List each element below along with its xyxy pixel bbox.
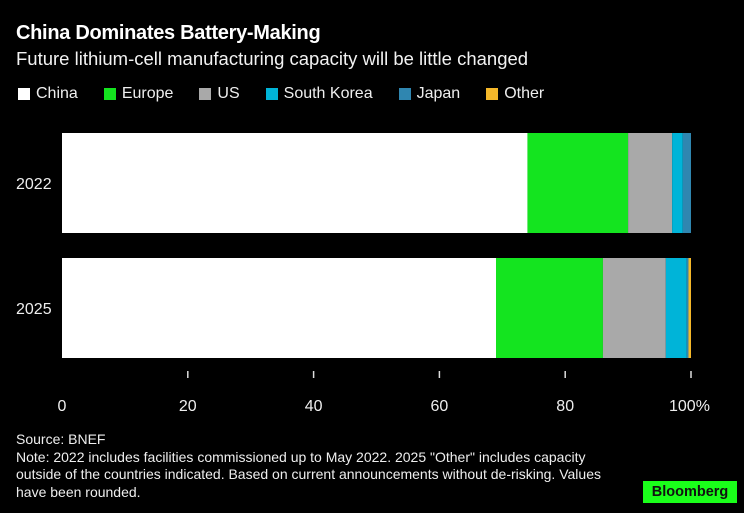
bar-segment-2022-south-korea — [672, 133, 683, 233]
legend-item-europe: Europe — [103, 85, 174, 103]
x-tick-label: 0 — [58, 398, 67, 415]
legend: China Europe US South Korea Japan Other — [18, 85, 570, 103]
bar-segment-2025-other — [688, 258, 691, 358]
y-tick-label: 2025 — [16, 301, 52, 318]
note-text: Note: 2022 includes facilities commissio… — [16, 448, 601, 500]
x-tick-label: 20 — [179, 398, 197, 415]
legend-swatch — [18, 88, 30, 100]
x-tick-label: 60 — [431, 398, 449, 415]
legend-label: Japan — [416, 85, 461, 102]
bar-segment-2022-europe — [527, 133, 629, 233]
bloomberg-logo: Bloomberg — [643, 481, 737, 503]
bar-segment-2025-china — [62, 258, 497, 358]
legend-label: Europe — [121, 85, 174, 102]
chart-subtitle: Future lithium-cell manufacturing capaci… — [16, 48, 529, 69]
legend-swatch — [398, 88, 411, 100]
bar-segment-2022-japan — [682, 133, 691, 233]
bar-segment-2025-us — [602, 258, 666, 358]
y-tick-label: 2022 — [16, 176, 52, 193]
bar-segment-2025-europe — [496, 258, 603, 358]
x-tick-label: 80 — [556, 398, 574, 415]
x-tick-label: 100% — [669, 398, 710, 415]
legend-label: China — [36, 85, 78, 102]
legend-item-south-korea: South Korea — [265, 85, 373, 103]
footer-notes: Source: BNEF Note: 2022 includes facilit… — [16, 431, 616, 501]
legend-item-china: China — [18, 85, 78, 103]
legend-label: US — [217, 85, 240, 102]
source-text: Source: BNEF — [16, 431, 106, 447]
x-tick-label: 40 — [305, 398, 323, 415]
legend-item-us: US — [199, 85, 240, 103]
legend-label: Other — [504, 85, 545, 102]
legend-swatch — [103, 88, 116, 100]
legend-label: South Korea — [283, 85, 373, 102]
legend-swatch — [199, 88, 212, 100]
bar-segment-2022-china — [62, 133, 528, 233]
legend-item-japan: Japan — [398, 85, 461, 103]
bar-segment-2025-japan — [686, 258, 689, 358]
legend-swatch — [265, 88, 278, 100]
bar-segment-2025-south-korea — [665, 258, 687, 358]
legend-item-other: Other — [486, 85, 544, 103]
legend-swatch — [486, 88, 499, 100]
chart-title: China Dominates Battery-Making — [16, 22, 321, 44]
bar-segment-2022-us — [628, 133, 673, 233]
